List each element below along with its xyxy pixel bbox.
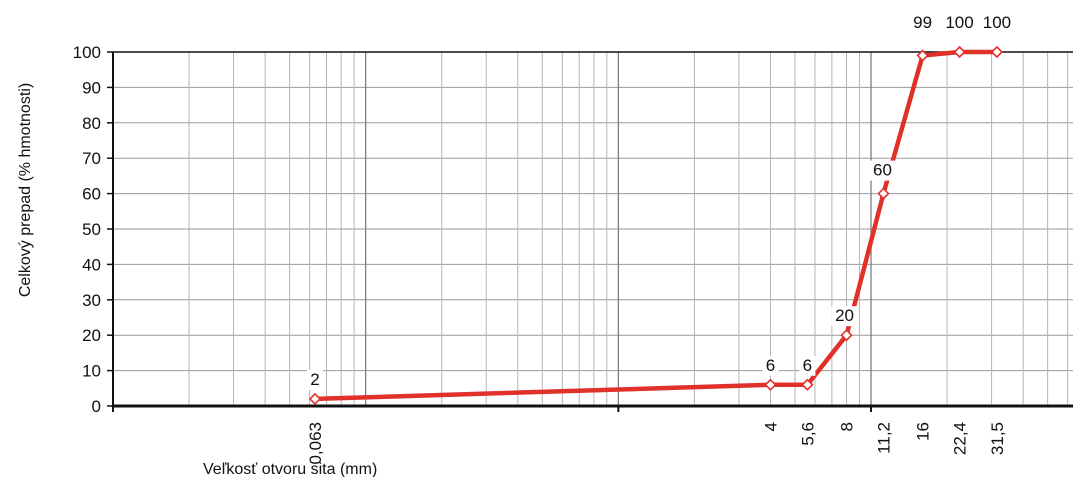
x-tick-label: 4 bbox=[761, 422, 780, 431]
data-point bbox=[764, 378, 777, 391]
data-label-bg bbox=[799, 355, 816, 376]
y-tick-label: 40 bbox=[82, 255, 101, 274]
x-tick-label: 11,2 bbox=[874, 422, 893, 454]
data-label: 2 bbox=[310, 370, 319, 389]
y-tick-label: 80 bbox=[82, 114, 101, 133]
x-axis-title: Veľkosť otvoru sita (mm) bbox=[203, 461, 377, 477]
data-label: 100 bbox=[983, 13, 1011, 32]
data-point bbox=[877, 187, 890, 200]
data-labels: 2 6 6 20 60 99 100 100 bbox=[306, 13, 1015, 390]
data-point bbox=[308, 392, 322, 406]
x-tick-label: 0,063 bbox=[306, 422, 325, 465]
data-point bbox=[840, 329, 853, 342]
y-tick-label: 60 bbox=[82, 185, 101, 204]
series-line bbox=[312, 49, 1000, 402]
x-tick-label: 31,5 bbox=[988, 422, 1007, 455]
data-label-bg bbox=[306, 369, 323, 390]
x-tick-labels: 0,063 4 5,6 8 11,2 16 22,4 31,5 bbox=[306, 422, 1007, 465]
data-point bbox=[801, 378, 814, 391]
data-label-bg bbox=[831, 306, 858, 327]
x-tick-label: 16 bbox=[914, 422, 933, 441]
y-tick-label: 90 bbox=[82, 78, 101, 97]
data-label: 20 bbox=[835, 306, 854, 325]
data-point bbox=[953, 45, 966, 59]
data-label: 100 bbox=[945, 13, 973, 32]
data-label: 6 bbox=[766, 356, 775, 375]
data-label: 6 bbox=[803, 356, 812, 375]
y-tick-label: 50 bbox=[82, 220, 101, 239]
data-label-bg bbox=[869, 160, 896, 181]
y-tick-label: 20 bbox=[82, 326, 101, 345]
data-label: 99 bbox=[913, 13, 932, 32]
axes bbox=[107, 51, 1073, 412]
data-label-bg bbox=[909, 13, 936, 33]
data-label-bg bbox=[978, 13, 1015, 33]
y-tick-label: 30 bbox=[82, 291, 101, 310]
y-tick-label: 70 bbox=[82, 149, 101, 168]
y-tick-label: 100 bbox=[73, 43, 101, 62]
data-label-bg bbox=[941, 13, 978, 33]
x-tick-label: 8 bbox=[838, 422, 857, 431]
grid bbox=[112, 51, 1073, 406]
y-tick-label: 0 bbox=[92, 397, 101, 416]
y-tick-labels: 0 10 20 30 40 50 60 70 80 90 100 bbox=[73, 43, 101, 416]
data-label: 60 bbox=[873, 161, 892, 180]
x-tick-label: 22,4 bbox=[951, 422, 970, 455]
series bbox=[308, 45, 1004, 406]
data-point bbox=[990, 45, 1004, 59]
data-point bbox=[916, 49, 929, 62]
y-axis-title: Celkový prepad (% hmotnosti) bbox=[17, 83, 34, 297]
data-label-bg bbox=[762, 355, 779, 376]
y-tick-label: 10 bbox=[82, 362, 101, 381]
x-tick-label: 5,6 bbox=[798, 422, 817, 446]
